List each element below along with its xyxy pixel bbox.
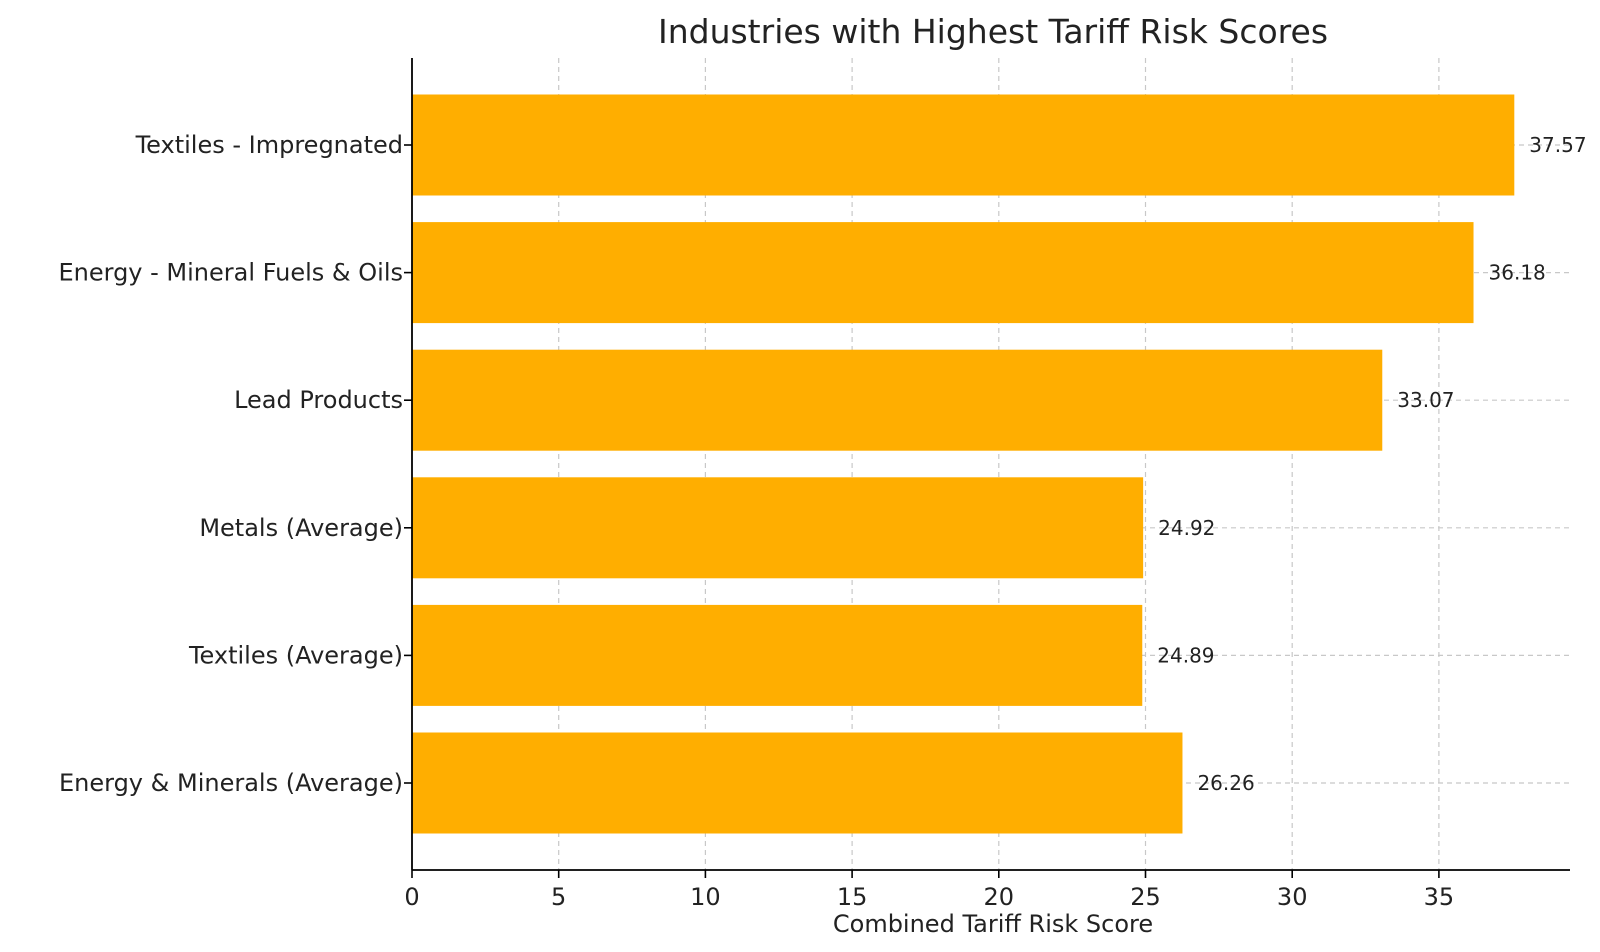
y-tick-label: Textiles - Impregnated bbox=[135, 131, 403, 159]
y-tick-label: Metals (Average) bbox=[199, 514, 403, 542]
data-label: 24.92 bbox=[1158, 516, 1215, 540]
data-label: 33.07 bbox=[1397, 388, 1454, 412]
x-tick-label: 15 bbox=[837, 883, 868, 911]
data-label: 26.26 bbox=[1197, 771, 1254, 795]
x-tick-label: 25 bbox=[1130, 883, 1161, 911]
y-tick-label: Textiles (Average) bbox=[188, 641, 403, 669]
x-axis-label: Combined Tariff Risk Score bbox=[833, 910, 1153, 938]
bar bbox=[412, 732, 1183, 834]
data-label: 24.89 bbox=[1157, 643, 1214, 667]
chart-title: Industries with Highest Tariff Risk Scor… bbox=[658, 12, 1328, 51]
x-tick-label: 0 bbox=[404, 883, 419, 911]
x-tick-label: 5 bbox=[551, 883, 566, 911]
x-tick-label: 10 bbox=[690, 883, 721, 911]
bar bbox=[412, 604, 1143, 706]
data-label: 37.57 bbox=[1529, 133, 1586, 157]
bar bbox=[412, 349, 1383, 451]
bar bbox=[412, 94, 1515, 196]
x-tick-label: 20 bbox=[984, 883, 1015, 911]
y-tick-label: Energy - Mineral Fuels & Oils bbox=[58, 259, 403, 287]
y-tick-label: Lead Products bbox=[234, 386, 403, 414]
x-tick-label: 30 bbox=[1277, 883, 1308, 911]
y-tick-label: Energy & Minerals (Average) bbox=[59, 769, 403, 797]
label-layer: 0 5 10 15 20 25 30 35 Textiles - Impregnated 37.5… bbox=[58, 131, 1586, 911]
axis-layer bbox=[404, 58, 1570, 878]
bar bbox=[412, 477, 1144, 579]
bar-layer bbox=[412, 94, 1515, 834]
bar bbox=[412, 222, 1474, 324]
data-label: 36.18 bbox=[1489, 261, 1546, 285]
x-tick-label: 35 bbox=[1424, 883, 1455, 911]
